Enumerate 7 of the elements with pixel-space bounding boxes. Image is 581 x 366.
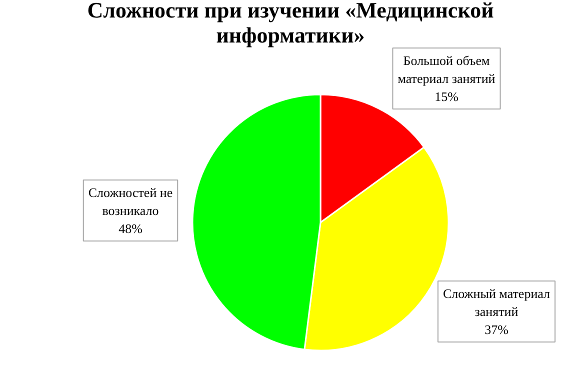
data-label: 48% (118, 221, 143, 236)
slice-label: Сложный материал занятий (442, 286, 551, 319)
data-label: 37% (484, 322, 509, 337)
data-label: 15% (434, 89, 459, 104)
chart-title: Сложности при изучении «Медицинской информатики» (87, 0, 494, 48)
slice-label: Большой объем материал занятий (398, 53, 496, 86)
slice-label: Сложностей не возникало (88, 185, 173, 218)
